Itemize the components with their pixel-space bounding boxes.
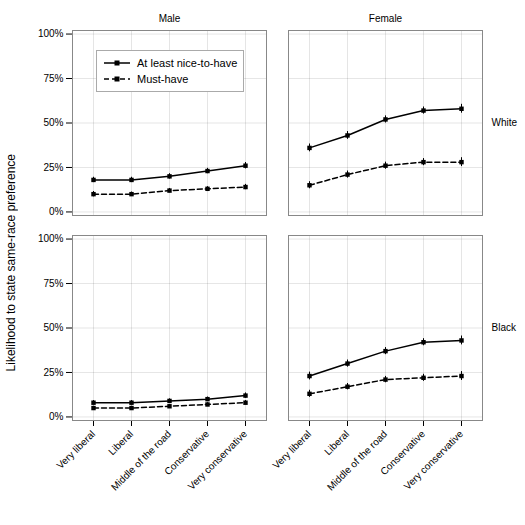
svg-text:75%: 75%	[43, 73, 63, 84]
svg-text:25%: 25%	[43, 367, 63, 378]
svg-text:100%: 100%	[38, 233, 64, 244]
svg-text:100%: 100%	[38, 28, 64, 39]
svg-text:Very liberal: Very liberal	[270, 428, 313, 471]
svg-text:Female: Female	[369, 13, 403, 24]
svg-text:Liberal: Liberal	[322, 428, 351, 457]
svg-text:Very conservative: Very conservative	[402, 428, 466, 492]
svg-text:25%: 25%	[43, 162, 63, 173]
svg-text:Conservative: Conservative	[378, 428, 428, 478]
svg-text:Liberal: Liberal	[106, 428, 135, 457]
svg-text:Very conservative: Very conservative	[186, 428, 250, 492]
svg-text:0%: 0%	[49, 206, 64, 217]
html-text:Likelihood to state same-race: Likelihood to state same-race preference	[4, 153, 18, 372]
svg-text:Middle of the road: Middle of the road	[109, 428, 173, 492]
svg-text:Black: Black	[492, 322, 517, 333]
svg-text:Male: Male	[159, 13, 181, 24]
svg-text:50%: 50%	[43, 322, 63, 333]
svg-text:50%: 50%	[43, 117, 63, 128]
html-text:At least nice-to-have: At least nice-to-have	[137, 57, 238, 69]
svg-text:Conservative: Conservative	[162, 428, 212, 478]
svg-text:White: White	[492, 117, 518, 128]
html-text:Must-have: Must-have	[137, 73, 189, 85]
svg-text:75%: 75%	[43, 278, 63, 289]
svg-text:Middle of the road: Middle of the road	[325, 428, 389, 492]
svg-text:Very liberal: Very liberal	[54, 428, 97, 471]
svg-text:0%: 0%	[49, 411, 64, 422]
